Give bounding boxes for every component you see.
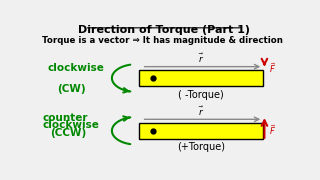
Text: Torque is a vector ⇒ It has magnitude & direction: Torque is a vector ⇒ It has magnitude & …	[43, 36, 283, 45]
Text: (+Torque): (+Torque)	[177, 142, 225, 152]
Bar	[139, 70, 263, 86]
Text: $\vec{F}$: $\vec{F}$	[269, 61, 276, 75]
Text: $\vec{r}$: $\vec{r}$	[198, 52, 204, 65]
Bar	[139, 123, 263, 139]
Text: Direction of Torque (Part 1): Direction of Torque (Part 1)	[78, 25, 250, 35]
Text: (CCW): (CCW)	[50, 128, 86, 138]
Text: clockwise: clockwise	[47, 62, 104, 73]
Text: counter: counter	[43, 113, 88, 123]
Text: $\vec{F}$: $\vec{F}$	[269, 123, 276, 137]
Text: clockwise: clockwise	[43, 120, 99, 130]
Text: (CW): (CW)	[57, 84, 86, 94]
Text: $\vec{r}$: $\vec{r}$	[198, 105, 204, 118]
Text: ( -Torque): ( -Torque)	[178, 89, 224, 100]
